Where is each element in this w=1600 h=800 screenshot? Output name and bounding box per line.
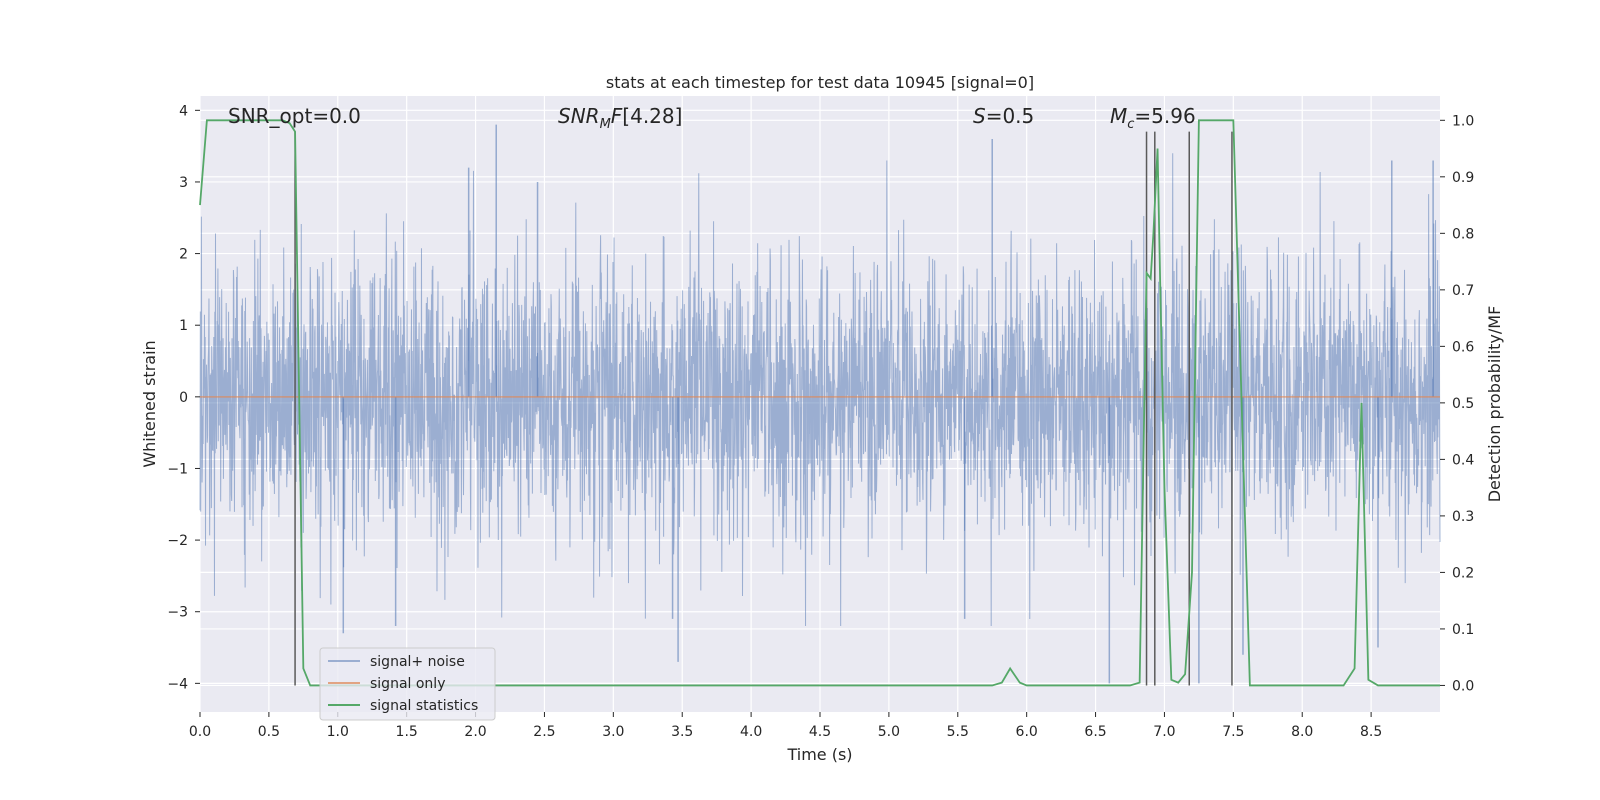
y-right-tick-label: 0.9 [1452, 170, 1474, 186]
y-left-tick-label: 1 [179, 318, 188, 334]
y-right-tick-label: 0.8 [1452, 226, 1474, 242]
x-tick-label: 8.0 [1291, 724, 1313, 740]
y-left-tick-label: 3 [179, 175, 188, 191]
legend-label-signal-statistics: signal statistics [370, 698, 478, 714]
x-tick-label: 3.0 [602, 724, 624, 740]
y-left-tick-label: 0 [179, 390, 188, 406]
series-signal-noise-line [199, 153, 1441, 627]
x-tick-label: 2.5 [533, 724, 555, 740]
x-tick-label: 2.0 [464, 724, 486, 740]
x-tick-label: 1.0 [327, 724, 349, 740]
y-axis-left-label: Whitened strain [140, 340, 159, 467]
x-tick-label: 4.0 [740, 724, 762, 740]
annotations: SNR_opt=0.0 SNRMF[4.28] S=0.5 Mc=5.96 [228, 104, 1196, 132]
y-right-tick-label: 0.5 [1452, 396, 1474, 412]
y-right-tick-label: 0.6 [1452, 339, 1474, 355]
annotation-mc: Mc=5.96 [1110, 104, 1196, 132]
x-tick-label: 6.0 [1016, 724, 1038, 740]
x-tick-label: 8.5 [1360, 724, 1382, 740]
y-left-tick-label: −4 [167, 676, 188, 692]
x-tick-label: 0.5 [258, 724, 280, 740]
x-tick-label: 6.5 [1084, 724, 1106, 740]
y-axis-right-label: Detection probability/MF [1485, 306, 1504, 503]
y-left-tick-label: −3 [167, 605, 188, 621]
x-tick-label: 5.0 [878, 724, 900, 740]
y-right-tick-label: 0.7 [1452, 283, 1474, 299]
series-signal-statistics-line [199, 119, 1440, 687]
y-right-tick-label: 0.0 [1452, 678, 1474, 694]
x-axis-label: Time (s) [786, 745, 852, 764]
y-left-tick-label: −2 [167, 533, 188, 549]
legend-label-signal-only: signal only [370, 676, 445, 692]
y-right-tick-label: 0.4 [1452, 452, 1474, 468]
legend-box [319, 647, 496, 721]
y-right-tick-label: 0.1 [1452, 622, 1474, 638]
y-right-tick-label: 0.3 [1452, 509, 1474, 525]
y-left-tick-label: 2 [179, 247, 188, 263]
legend-label-signal-noise: signal+ noise [370, 654, 465, 670]
chart-title: stats at each timestep for test data 109… [606, 73, 1034, 92]
y-right-tick-label: 0.2 [1452, 565, 1474, 581]
x-tick-label: 5.5 [947, 724, 969, 740]
annotation-mc-value: =5.96 [1134, 104, 1195, 128]
y-right-tick-label: 1.0 [1452, 113, 1474, 129]
plot-content [199, 119, 1441, 687]
x-axis: 0.0 0.5 1.0 1.5 2.0 2.5 3.0 3.5 4.0 4.5 5.0 5.5 6.0 6… [189, 712, 1382, 740]
legend: signal+ noise signal only signal statist… [319, 647, 496, 721]
annotation-s: S=0.5 [973, 104, 1034, 128]
x-tick-label: 7.5 [1222, 724, 1244, 740]
annotation-s-value: =0.5 [986, 104, 1035, 128]
y-axis-left: 4 3 2 1 0 −1 −2 −3 −4 [167, 103, 200, 692]
annotation-snr-mf-value: [4.28] [622, 104, 682, 128]
annotation-snr-mf: SNRMF[4.28] [558, 104, 682, 132]
x-tick-label: 4.5 [809, 724, 831, 740]
annotation-snr-opt: SNR_opt=0.0 [228, 104, 361, 128]
y-left-tick-label: 4 [179, 103, 188, 119]
x-tick-label: 1.5 [396, 724, 418, 740]
x-tick-label: 3.5 [671, 724, 693, 740]
y-left-tick-label: −1 [167, 461, 188, 477]
x-tick-label: 7.0 [1153, 724, 1175, 740]
x-tick-label: 0.0 [189, 724, 211, 740]
y-axis-right: 1.0 0.9 0.8 0.7 0.6 0.5 0.4 0.3 0.2 0.1 0.0 [1440, 113, 1474, 694]
